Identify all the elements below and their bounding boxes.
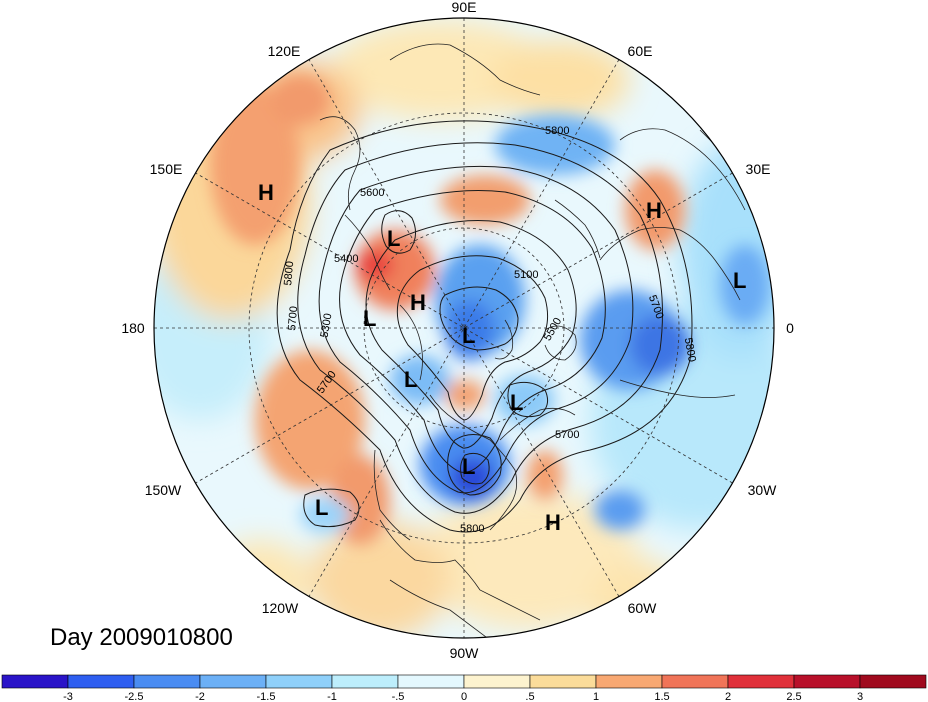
colorbar-segment	[727, 674, 795, 689]
graticule	[154, 18, 774, 638]
colorbar-tick-label: .5	[525, 691, 534, 702]
colorbar-tick-label: 1	[593, 691, 599, 702]
colorbar-tick-label: 2	[725, 691, 731, 702]
colorbar-segment	[661, 674, 729, 689]
colorbar-segment	[265, 674, 333, 689]
colorbar-tick-label: 3	[857, 691, 863, 702]
low-marker: L	[387, 226, 400, 251]
colorbar-segment	[463, 674, 531, 689]
lon-label-0: 0	[786, 320, 794, 336]
contour-label: 5700	[286, 306, 300, 331]
map-title: Day 2009010800	[50, 624, 233, 651]
colorbar-segment	[67, 674, 135, 689]
colorbar-tick-label: -1.5	[257, 691, 276, 702]
colorbar-segment	[397, 674, 465, 689]
colorbar-segment	[331, 674, 399, 689]
colorbar-segment	[793, 674, 861, 689]
pressure-centers: H L H L L L L L L H H L	[258, 180, 746, 535]
low-marker: L	[462, 454, 475, 479]
contour-label: 5400	[334, 253, 358, 265]
high-marker: H	[410, 290, 426, 315]
colorbar-tick-label: -2.5	[125, 691, 144, 702]
colorbar-tick-label: -1	[327, 691, 337, 702]
lon-label-90w: 90W	[450, 645, 480, 661]
lon-label-30e: 30E	[746, 161, 771, 177]
low-marker: L	[315, 495, 328, 520]
longitude-labels: 90E 60E 30E 0 30W 60W 90W 120W 150W 180 …	[121, 0, 794, 661]
contour-labels: 5800 5600 5400 5800 5700 5300 5100 5500 …	[282, 125, 698, 535]
low-marker: L	[363, 306, 376, 331]
colorbar: -3 -2.5 -2 -1.5 -1 -.5 0 .5 1 1.5 2 2.5 3	[1, 674, 927, 702]
lon-label-30w: 30W	[748, 482, 778, 498]
low-marker: L	[510, 390, 523, 415]
lon-label-150e: 150E	[150, 161, 183, 177]
contour-label: 5700	[555, 429, 579, 441]
contour-label: 5100	[514, 269, 538, 281]
high-marker: H	[545, 510, 561, 535]
anomaly-field	[154, 18, 774, 638]
colorbar-segment	[529, 674, 597, 689]
low-marker: L	[404, 367, 417, 392]
lon-label-120e: 120E	[268, 43, 301, 59]
colorbar-tick-label: -2	[195, 691, 205, 702]
contour-label: 5600	[360, 187, 384, 199]
lon-label-180: 180	[121, 320, 145, 336]
colorbar-segment	[595, 674, 663, 689]
colorbar-tick-label: 0	[461, 691, 467, 702]
lon-label-150w: 150W	[145, 482, 182, 498]
contour-label: 5800	[545, 125, 569, 137]
high-marker: H	[646, 198, 662, 223]
lon-label-60w: 60W	[628, 600, 658, 616]
contour-label: 5800	[682, 337, 698, 363]
colorbar-tick-label: 2.5	[786, 691, 801, 702]
height-contours	[276, 120, 693, 533]
contour-label: 5300	[318, 312, 334, 338]
colorbar-segment	[199, 674, 267, 689]
colorbar-tick-label: -.5	[392, 691, 405, 702]
lon-label-60e: 60E	[628, 43, 653, 59]
colorbar-segment	[133, 674, 201, 689]
colorbar-segment	[859, 674, 927, 689]
lon-label-90e: 90E	[452, 0, 477, 15]
colorbar-tick-label: -3	[63, 691, 73, 702]
lon-label-120w: 120W	[262, 600, 299, 616]
low-marker: L	[462, 323, 475, 348]
low-marker: L	[733, 268, 746, 293]
colorbar-tick-label: 1.5	[654, 691, 669, 702]
map-frame	[153, 17, 775, 639]
coastlines	[319, 43, 761, 638]
colorbar-segment	[1, 674, 69, 689]
contour-label: 5800	[460, 523, 484, 535]
high-marker: H	[258, 180, 274, 205]
contour-label: 5800	[282, 261, 296, 286]
